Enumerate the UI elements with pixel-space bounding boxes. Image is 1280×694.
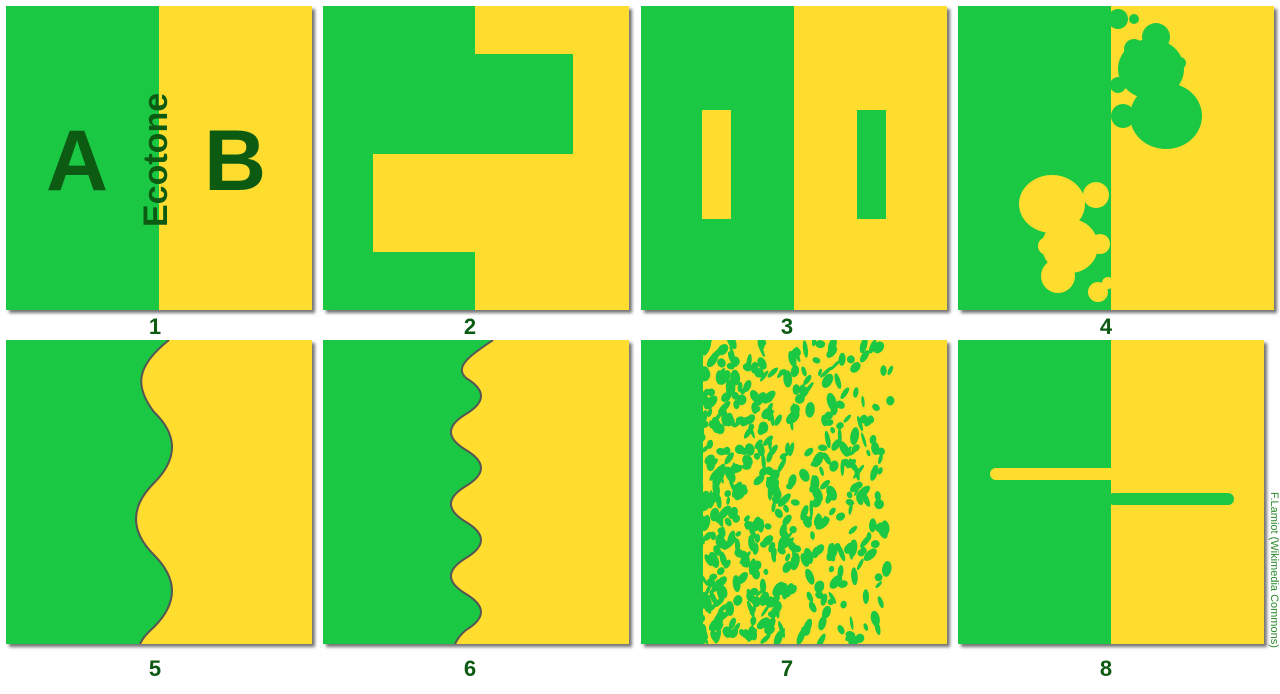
panel-number-4: 4 <box>1099 314 1113 339</box>
panel-number-5: 5 <box>148 656 162 681</box>
panel-4-graphic <box>958 6 1274 310</box>
panel-number-8: 8 <box>1099 656 1113 681</box>
panel-2 <box>323 6 629 310</box>
panel-3 <box>641 6 947 310</box>
panel-1-graphic <box>6 6 312 310</box>
panel-8 <box>958 340 1264 644</box>
panel-2-graphic <box>323 6 629 310</box>
panel-5-graphic <box>6 340 312 644</box>
panel-1: A B Ecotone <box>6 6 312 310</box>
panel-3-graphic <box>641 6 947 310</box>
speckle-pattern <box>691 340 895 644</box>
ecotone-label: Ecotone <box>137 92 175 227</box>
panel-8-graphic <box>958 340 1264 644</box>
panel-number-6: 6 <box>463 656 477 681</box>
label-b: B <box>204 113 267 209</box>
panel-number-1: 1 <box>148 314 162 339</box>
panel-7 <box>641 340 947 644</box>
panel-5 <box>6 340 312 644</box>
label-a: A <box>46 113 109 209</box>
panel-6 <box>323 340 629 644</box>
panel-6-graphic <box>323 340 629 644</box>
credit-text: F.Lamiot (Wikimedia Commons) <box>1268 492 1280 648</box>
panel-number-2: 2 <box>463 314 477 339</box>
panel-7-graphic <box>641 340 947 644</box>
panel-number-7: 7 <box>780 656 794 681</box>
panel-number-3: 3 <box>780 314 794 339</box>
panel-4 <box>958 6 1274 310</box>
